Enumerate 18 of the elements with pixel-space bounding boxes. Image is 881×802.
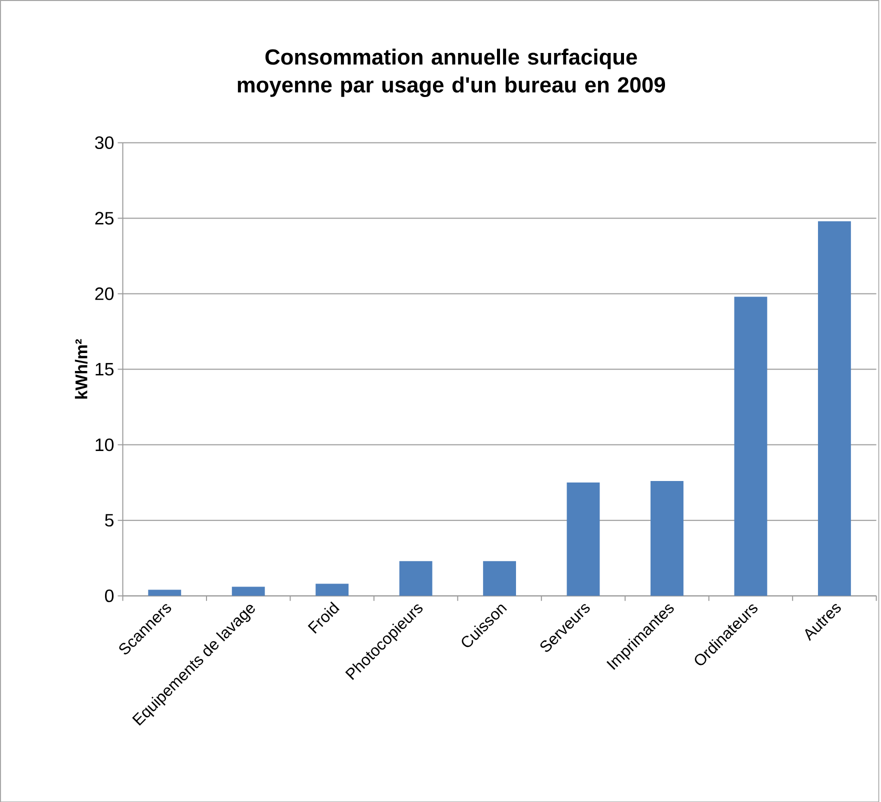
y-tick-label: 25 [95,212,114,224]
y-tick-label: 5 [105,514,114,526]
y-axis-title: kWh/m² [74,338,88,398]
bar [734,296,768,596]
y-tick-label: 20 [95,287,114,300]
bar [650,480,684,596]
y-tick-label: 30 [95,136,114,149]
bar [818,221,851,596]
bar [399,560,432,596]
bar [483,560,516,596]
bar [316,584,349,596]
chart-title: Consommation annuelle surfacique moyenne par usage d'un bureau en 2009 [238,48,666,97]
y-tick-label: 15 [96,362,114,376]
bar [566,482,600,596]
y-tick-label: 10 [96,438,114,451]
bar [232,586,265,596]
bar [148,590,182,596]
y-tick-label: 0 [105,589,114,602]
